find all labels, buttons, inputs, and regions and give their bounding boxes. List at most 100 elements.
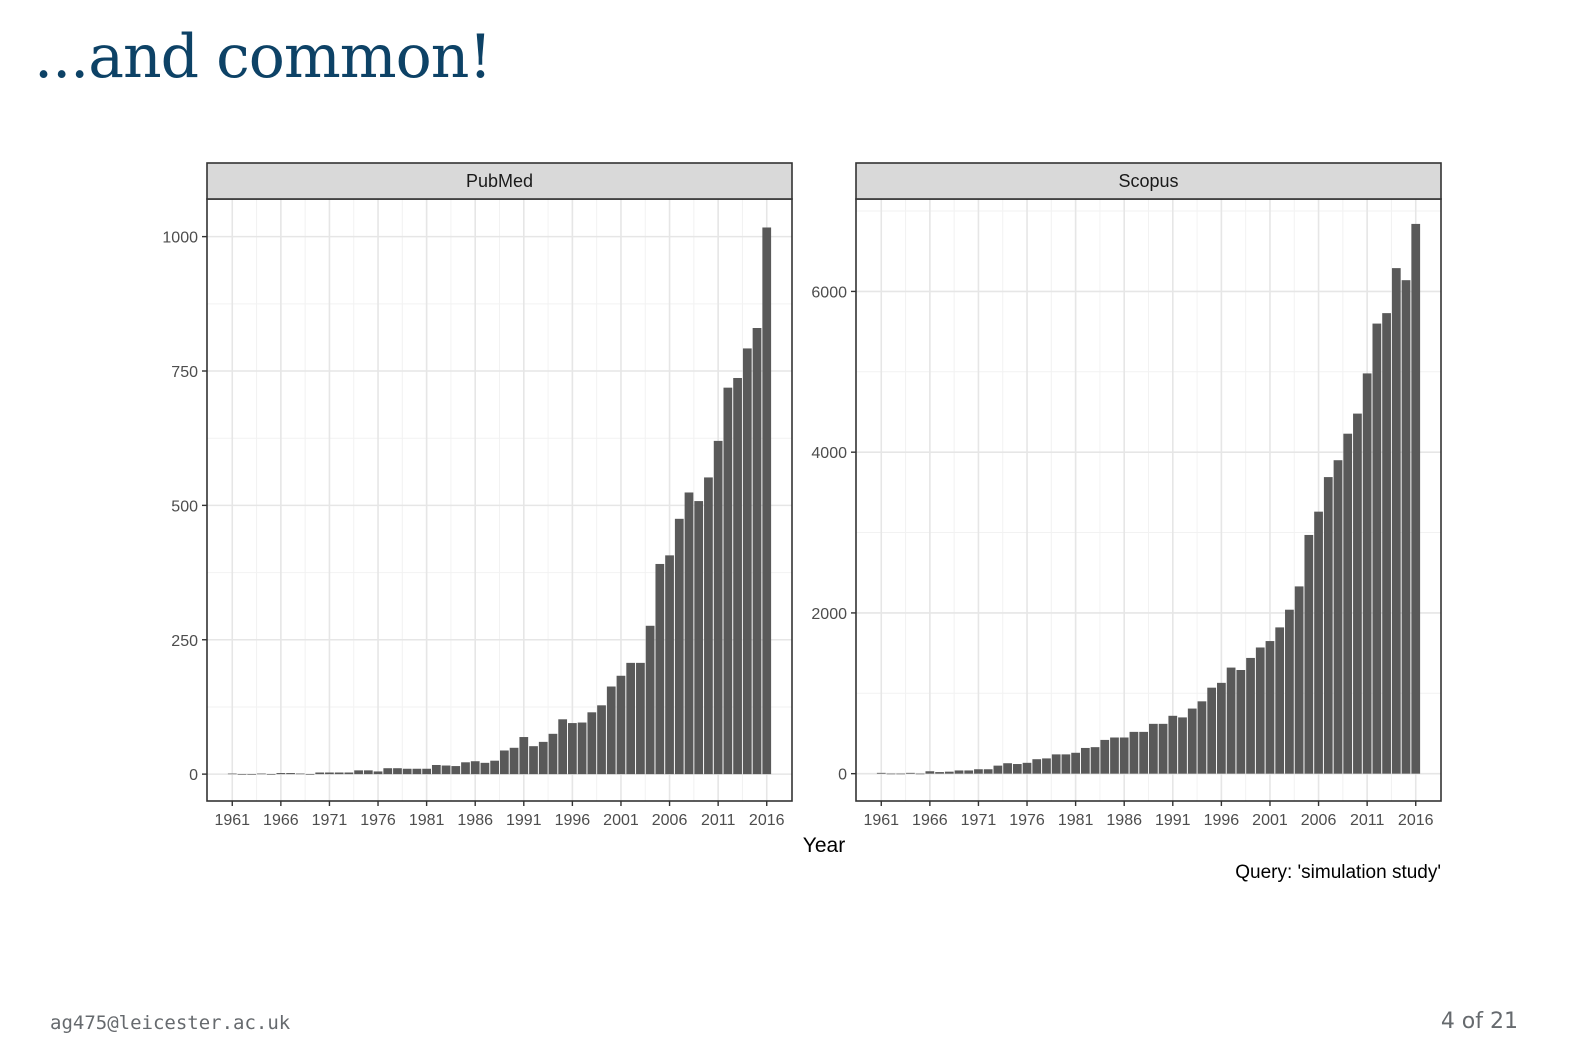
bar-1964 <box>906 772 915 774</box>
bar-2003 <box>1285 609 1294 774</box>
bar-2011 <box>1362 373 1372 774</box>
bar-2014 <box>1391 268 1401 774</box>
bar-2003 <box>636 662 645 775</box>
strip-pubmed <box>206 162 793 200</box>
x-tick-label: 1966 <box>263 812 299 829</box>
y-tick-label: 6000 <box>811 284 847 301</box>
bar-1971 <box>325 772 334 775</box>
bar-2001 <box>616 675 626 775</box>
bar-2008 <box>684 492 694 775</box>
x-tick-label: 1961 <box>214 812 250 829</box>
bar-1967 <box>935 772 944 774</box>
x-tick-label: 2006 <box>1301 812 1337 829</box>
bar-2007 <box>1323 477 1333 774</box>
bar-1991 <box>519 737 529 775</box>
strip-label: PubMed <box>466 171 533 191</box>
y-tick-label: 4000 <box>811 445 847 462</box>
bar-2006 <box>665 555 674 775</box>
x-axis-label: Year <box>803 834 845 857</box>
x-tick-label: 1966 <box>912 812 948 829</box>
bar-1977 <box>383 768 393 775</box>
bar-1988 <box>490 760 500 775</box>
footer-email: ag475@leicester.ac.uk <box>50 1012 291 1034</box>
bar-1964 <box>257 773 266 775</box>
y-tick-label: 2000 <box>811 606 847 623</box>
bar-1992 <box>1178 717 1187 774</box>
strip-label: Scopus <box>1118 171 1178 191</box>
bar-1980 <box>412 768 422 775</box>
bar-2010 <box>1353 413 1362 774</box>
bar-1997 <box>1226 667 1236 774</box>
bar-2012 <box>723 387 733 775</box>
x-tick-label: 2016 <box>1398 812 1434 829</box>
x-tick-label: 1981 <box>409 812 445 829</box>
bar-1965 <box>266 774 276 775</box>
panel-scopus: Scopus 0 2000 4000 6000 1961 1966 1971 1976 1981 1… <box>811 162 1442 829</box>
bar-1968 <box>295 773 305 775</box>
bar-1995 <box>558 719 568 775</box>
bar-1972 <box>983 769 993 774</box>
bar-1984 <box>451 766 461 775</box>
bar-1991 <box>1168 715 1178 774</box>
bar-1972 <box>334 772 344 775</box>
x-tick-label: 2011 <box>1350 812 1385 829</box>
bar-1967 <box>286 773 295 775</box>
bar-1999 <box>1246 657 1255 774</box>
bar-1993 <box>1187 708 1197 774</box>
chart-caption: Query: 'simulation study' <box>1235 862 1441 883</box>
page-number: 4 of 21 <box>1440 1009 1518 1034</box>
bar-1989 <box>499 750 509 775</box>
bar-2013 <box>733 377 742 775</box>
bar-2004 <box>645 625 655 775</box>
bar-2005 <box>655 563 665 775</box>
bar-1994 <box>1197 701 1207 774</box>
panel-pubmed: PubMed 0 250 500 750 1000 1961 1966 1971 1976 1981… <box>162 162 793 829</box>
bar-1988 <box>1139 731 1149 774</box>
bar-1993 <box>538 741 548 775</box>
bar-2016 <box>762 227 772 775</box>
bar-1977 <box>1032 759 1042 774</box>
bar-2005 <box>1304 534 1314 774</box>
bar-1969 <box>305 774 315 775</box>
bar-1984 <box>1100 739 1110 774</box>
bar-1970 <box>315 772 325 775</box>
x-tick-label: 1981 <box>1058 812 1094 829</box>
x-tick-label: 1996 <box>1204 812 1240 829</box>
slide-title: ...and common! <box>34 22 493 92</box>
bar-1973 <box>993 765 1003 774</box>
bar-1998 <box>587 712 597 775</box>
bar-1978 <box>1042 758 1051 774</box>
x-tick-label: 1976 <box>360 812 396 829</box>
x-tick-label: 1976 <box>1009 812 1045 829</box>
bar-1966 <box>276 773 286 775</box>
bar-1995 <box>1207 687 1217 774</box>
bar-1976 <box>373 771 383 775</box>
bar-1990 <box>509 747 519 775</box>
bar-2000 <box>1255 647 1265 774</box>
bar-1989 <box>1148 723 1158 774</box>
x-tick-label: 2001 <box>603 812 639 829</box>
bar-1986 <box>470 761 480 775</box>
bar-2013 <box>1382 313 1391 774</box>
x-tick-label: 1991 <box>1155 812 1191 829</box>
bar-1996 <box>1217 682 1226 774</box>
bar-1981 <box>422 768 431 775</box>
y-tick-label: 1000 <box>162 230 198 247</box>
bar-1982 <box>1080 747 1090 774</box>
bar-1986 <box>1119 737 1129 774</box>
bar-1981 <box>1071 752 1080 774</box>
bar-2015 <box>1401 280 1411 774</box>
bar-1987 <box>480 762 490 775</box>
y-tick-label: 250 <box>171 633 198 650</box>
bar-2002 <box>626 662 636 775</box>
bar-1961 <box>227 773 237 775</box>
bar-2009 <box>1343 433 1353 774</box>
y-tick-label: 500 <box>171 498 198 515</box>
bar-1962 <box>237 774 247 775</box>
bar-2010 <box>704 477 713 775</box>
x-tick-label: 1986 <box>1106 812 1142 829</box>
x-tick-label: 2016 <box>749 812 785 829</box>
strip-scopus <box>855 162 1442 200</box>
bar-2008 <box>1333 460 1343 774</box>
